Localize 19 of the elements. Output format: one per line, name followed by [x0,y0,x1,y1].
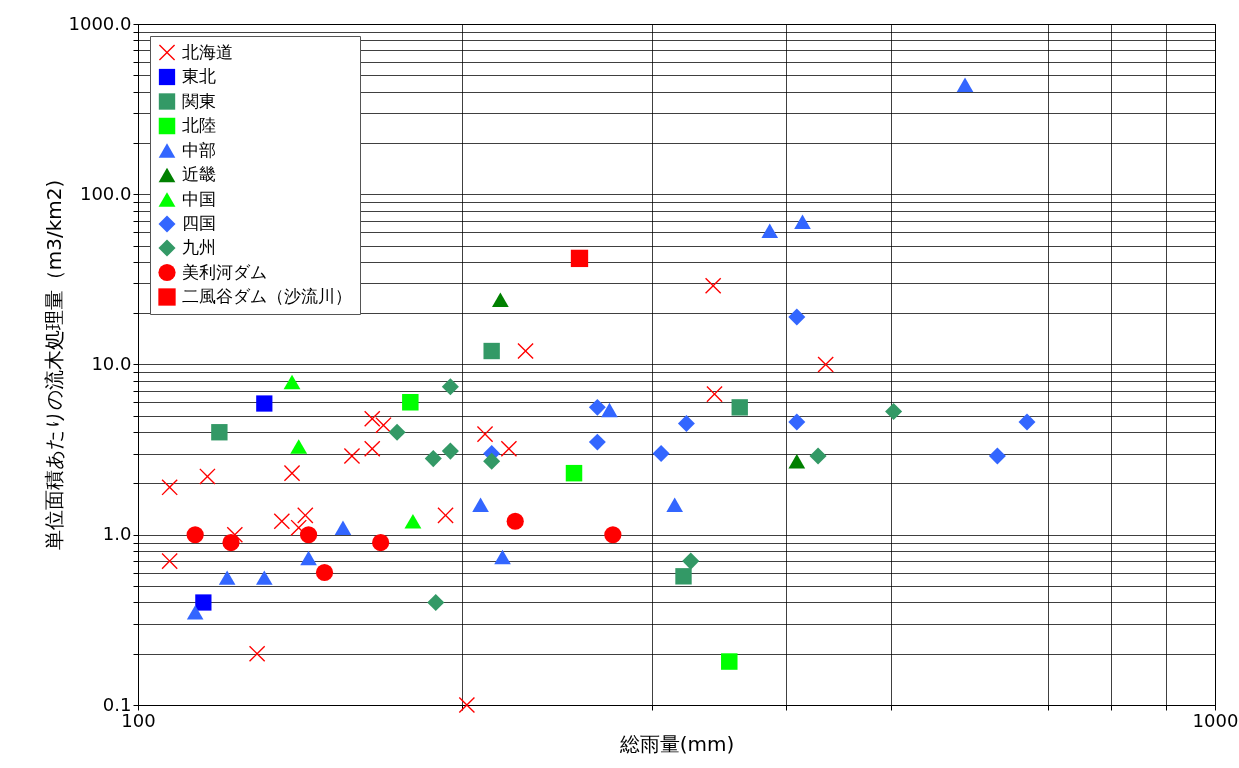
legend-label: 四国 [182,213,216,233]
legend-label: 近畿 [182,164,216,184]
y-tick-label: 0.1 [102,693,132,715]
legend-label: 美利河ダム [182,261,267,282]
legend-label: 二風谷ダム（沙流川） [182,286,352,306]
y-tick-label: 1.0 [102,523,132,545]
y-tick-label: 100.0 [79,182,132,204]
x-axis-title: 総雨量(mm) [618,731,735,756]
legend-label: 中国 [182,188,216,209]
legend-label: 中部 [182,139,216,160]
legend-label: 関東 [182,90,216,111]
legend-label: 北陸 [182,115,216,135]
y-axis-title: 単位面積あたりの流木処理量（m3/km2) [41,179,66,551]
y-tick-label: 10.0 [91,353,132,374]
y-tick-label: 1000.0 [68,12,132,34]
legend-label: 九州 [182,237,216,257]
x-tick-label: 1000 [1192,709,1239,731]
legend-label: 北海道 [182,41,233,62]
legend-label: 東北 [182,66,216,86]
